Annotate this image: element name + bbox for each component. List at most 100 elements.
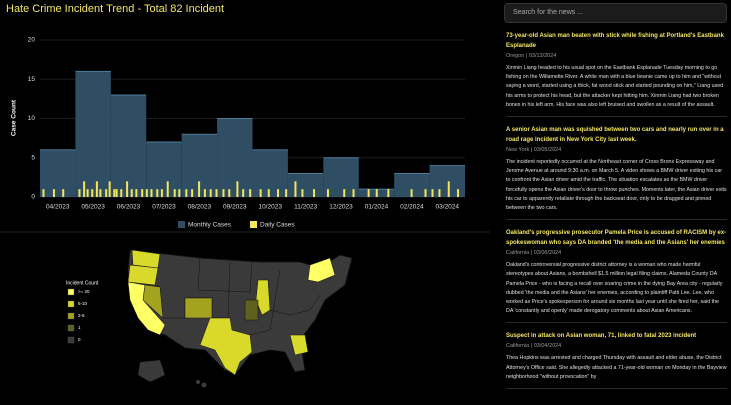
monthly-step — [394, 173, 430, 197]
hawaii — [196, 380, 200, 384]
monthly-step — [146, 142, 182, 197]
x-tick-label: 12/2023 — [329, 204, 353, 211]
news-item: Oakland's progressive prosecutor Pamela … — [506, 228, 727, 316]
x-tick-label: 06/2023 — [117, 204, 141, 211]
news-title[interactable]: Oakland's progressive prosecutor Pamela … — [506, 230, 727, 247]
daily-bar — [424, 189, 427, 197]
daily-bar — [375, 189, 378, 197]
daily-bar — [108, 181, 111, 197]
daily-bar — [105, 189, 108, 197]
news-separator — [506, 388, 727, 390]
monthly-step — [252, 149, 288, 197]
left-panel: Hate Crime Incident Trend - Total 82 Inc… — [0, 3, 490, 388]
daily-bar — [95, 181, 98, 197]
x-tick-label: 10/2023 — [258, 204, 282, 211]
daily-bar — [166, 181, 169, 197]
state — [307, 257, 336, 283]
x-tick-label: 11/2023 — [294, 204, 317, 211]
legend-label: Daily Cases — [260, 222, 295, 229]
daily-bar — [115, 189, 118, 197]
news-meta: California | 03/06/2024 — [506, 250, 562, 257]
daily-bar — [410, 189, 413, 197]
daily-bar — [277, 189, 280, 197]
search-input[interactable]: Search for the news ... — [504, 3, 727, 23]
daily-bar — [198, 181, 201, 197]
alaska — [137, 359, 166, 383]
y-tick-label: 5 — [31, 154, 35, 161]
state-line — [197, 257, 253, 293]
state — [199, 317, 253, 376]
map-legend-swatch — [67, 300, 75, 308]
daily-bar — [113, 189, 116, 197]
daily-bar — [301, 189, 304, 197]
news-title[interactable]: 73-year-old Asian man beaten with stick … — [506, 33, 724, 49]
daily-bar — [457, 189, 460, 197]
y-axis-label: Case Count — [11, 99, 18, 136]
y-tick-label: 15 — [28, 76, 36, 83]
daily-bar — [99, 189, 102, 197]
news-title[interactable]: Suspect in attack on Asian woman, 71, li… — [506, 333, 697, 340]
daily-bar — [222, 189, 225, 197]
daily-bar — [86, 189, 89, 197]
map-legend-swatch — [67, 288, 75, 296]
state — [255, 279, 271, 316]
daily-bar — [447, 181, 450, 197]
daily-bar — [242, 189, 245, 197]
map-legend-swatch — [67, 324, 75, 332]
daily-bar — [387, 189, 390, 197]
daily-bar — [126, 181, 129, 197]
state — [289, 334, 309, 356]
state — [127, 264, 159, 286]
news-list: 73-year-old Asian man beaten with stick … — [500, 31, 731, 390]
news-title[interactable]: A senior Asian man was squished between … — [506, 127, 724, 144]
us-map: Incident Count >= 20 5-10 2-5 1 0 — [66, 249, 353, 388]
x-tick-label: 03/2024 — [436, 204, 460, 211]
monthly-step — [429, 165, 465, 197]
daily-bar — [130, 189, 133, 197]
news-body: Thea Hopkins was arrested and charged Th… — [506, 355, 727, 380]
news-body: Xinmin Liang headed to his usual spot on… — [506, 65, 724, 108]
monthly-step — [217, 118, 253, 197]
daily-bar — [352, 189, 355, 197]
daily-bar — [294, 181, 297, 197]
map-legend-label: 5-10 — [78, 301, 88, 306]
y-tick-label: 10 — [28, 115, 36, 122]
daily-bar — [203, 189, 206, 197]
x-tick-label: 01/2024 — [365, 204, 389, 211]
daily-bar — [52, 189, 55, 197]
daily-bar — [62, 189, 65, 197]
daily-bar — [91, 189, 94, 197]
chart-title: Hate Crime Incident Trend - Total 82 Inc… — [6, 3, 224, 15]
legend-label: Monthly Cases — [188, 222, 232, 229]
x-tick-label: 04/2023 — [46, 204, 70, 211]
hawaii — [201, 382, 207, 388]
daily-bar — [141, 189, 144, 197]
map-legend-label: 0 — [78, 337, 81, 342]
daily-bar — [267, 189, 270, 197]
news-body: Oakland's controversial progressive dist… — [506, 262, 723, 315]
map-legend-label: 1 — [78, 325, 81, 330]
daily-bar — [191, 189, 194, 197]
news-body: The incident reportedly occurred at the … — [506, 159, 727, 212]
daily-bar — [83, 181, 86, 197]
daily-bar — [209, 189, 212, 197]
news-separator — [506, 322, 727, 324]
daily-bar — [173, 189, 176, 197]
daily-bar — [228, 189, 231, 197]
y-tick-label: 0 — [31, 194, 35, 201]
daily-bar — [178, 189, 181, 197]
state-line — [269, 294, 321, 316]
map-legend-swatch — [67, 336, 75, 344]
y-tick-label: 20 — [28, 37, 36, 44]
monthly-step — [75, 71, 111, 197]
daily-bar — [120, 189, 123, 197]
daily-bar — [326, 189, 329, 197]
daily-bar — [367, 189, 370, 197]
daily-bar — [431, 189, 434, 197]
daily-bar — [42, 189, 45, 197]
x-tick-label: 08/2023 — [188, 204, 212, 211]
daily-bar — [145, 189, 148, 197]
daily-bar — [236, 181, 239, 197]
news-meta: New York | 03/05/2024 — [506, 147, 562, 154]
state — [244, 299, 259, 321]
